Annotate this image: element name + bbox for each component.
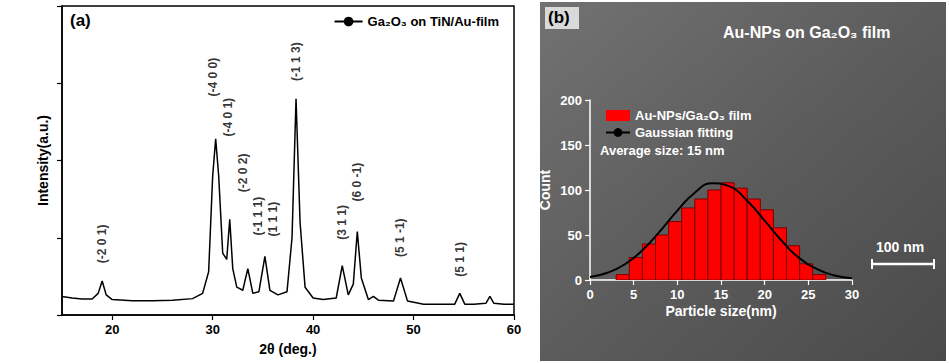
svg-text:(-4 0 0): (-4 0 0)	[206, 58, 220, 97]
svg-text:50: 50	[406, 322, 420, 337]
svg-text:5: 5	[630, 287, 637, 302]
svg-text:50: 50	[568, 228, 582, 243]
svg-text:20: 20	[105, 322, 119, 337]
svg-text:Intensity(a.u.): Intensity(a.u.)	[35, 115, 51, 206]
svg-text:60: 60	[507, 322, 521, 337]
svg-text:30: 30	[845, 287, 859, 302]
svg-text:100: 100	[560, 183, 582, 198]
svg-text:0: 0	[586, 287, 593, 302]
svg-text:2θ (deg.): 2θ (deg.)	[259, 341, 316, 357]
svg-text:(-2 0 1): (-2 0 1)	[95, 225, 109, 264]
svg-text:(b): (b)	[548, 8, 570, 27]
svg-text:200: 200	[560, 93, 582, 108]
svg-text:(-2 0 2): (-2 0 2)	[236, 154, 250, 193]
svg-text:40: 40	[306, 322, 320, 337]
svg-text:Average size: 15 nm: Average size: 15 nm	[600, 143, 725, 158]
svg-text:Count: Count	[537, 169, 553, 210]
svg-text:10: 10	[670, 287, 684, 302]
svg-text:Gaussian fitting: Gaussian fitting	[635, 125, 733, 140]
svg-text:150: 150	[560, 138, 582, 153]
svg-text:(1 1 1): (1 1 1)	[266, 202, 280, 237]
svg-text:Particle size(nm): Particle size(nm)	[665, 303, 776, 319]
svg-text:(-4 0 1): (-4 0 1)	[221, 98, 235, 137]
svg-text:(a): (a)	[70, 11, 91, 30]
svg-text:15: 15	[714, 287, 728, 302]
svg-text:(6 0 -1): (6 0 -1)	[350, 163, 364, 202]
svg-text:Ga₂O₃ on TiN/Au-film: Ga₂O₃ on TiN/Au-film	[368, 14, 499, 29]
svg-text:(-1 1 3): (-1 1 3)	[289, 42, 303, 81]
svg-text:(5 1 -1): (5 1 -1)	[393, 218, 407, 257]
svg-text:20: 20	[757, 287, 771, 302]
svg-text:(-1 1 1): (-1 1 1)	[251, 197, 265, 236]
svg-text:(5 1 1): (5 1 1)	[453, 242, 467, 277]
svg-text:(3 1 1): (3 1 1)	[335, 205, 349, 240]
svg-text:25: 25	[801, 287, 815, 302]
svg-text:Au-NPs on Ga₂O₃ film: Au-NPs on Ga₂O₃ film	[723, 24, 890, 41]
svg-text:0: 0	[575, 273, 582, 288]
svg-text:30: 30	[205, 322, 219, 337]
svg-text:100 nm: 100 nm	[876, 239, 924, 255]
svg-text:Au-NPs/Ga₂O₃ film: Au-NPs/Ga₂O₃ film	[635, 108, 752, 123]
